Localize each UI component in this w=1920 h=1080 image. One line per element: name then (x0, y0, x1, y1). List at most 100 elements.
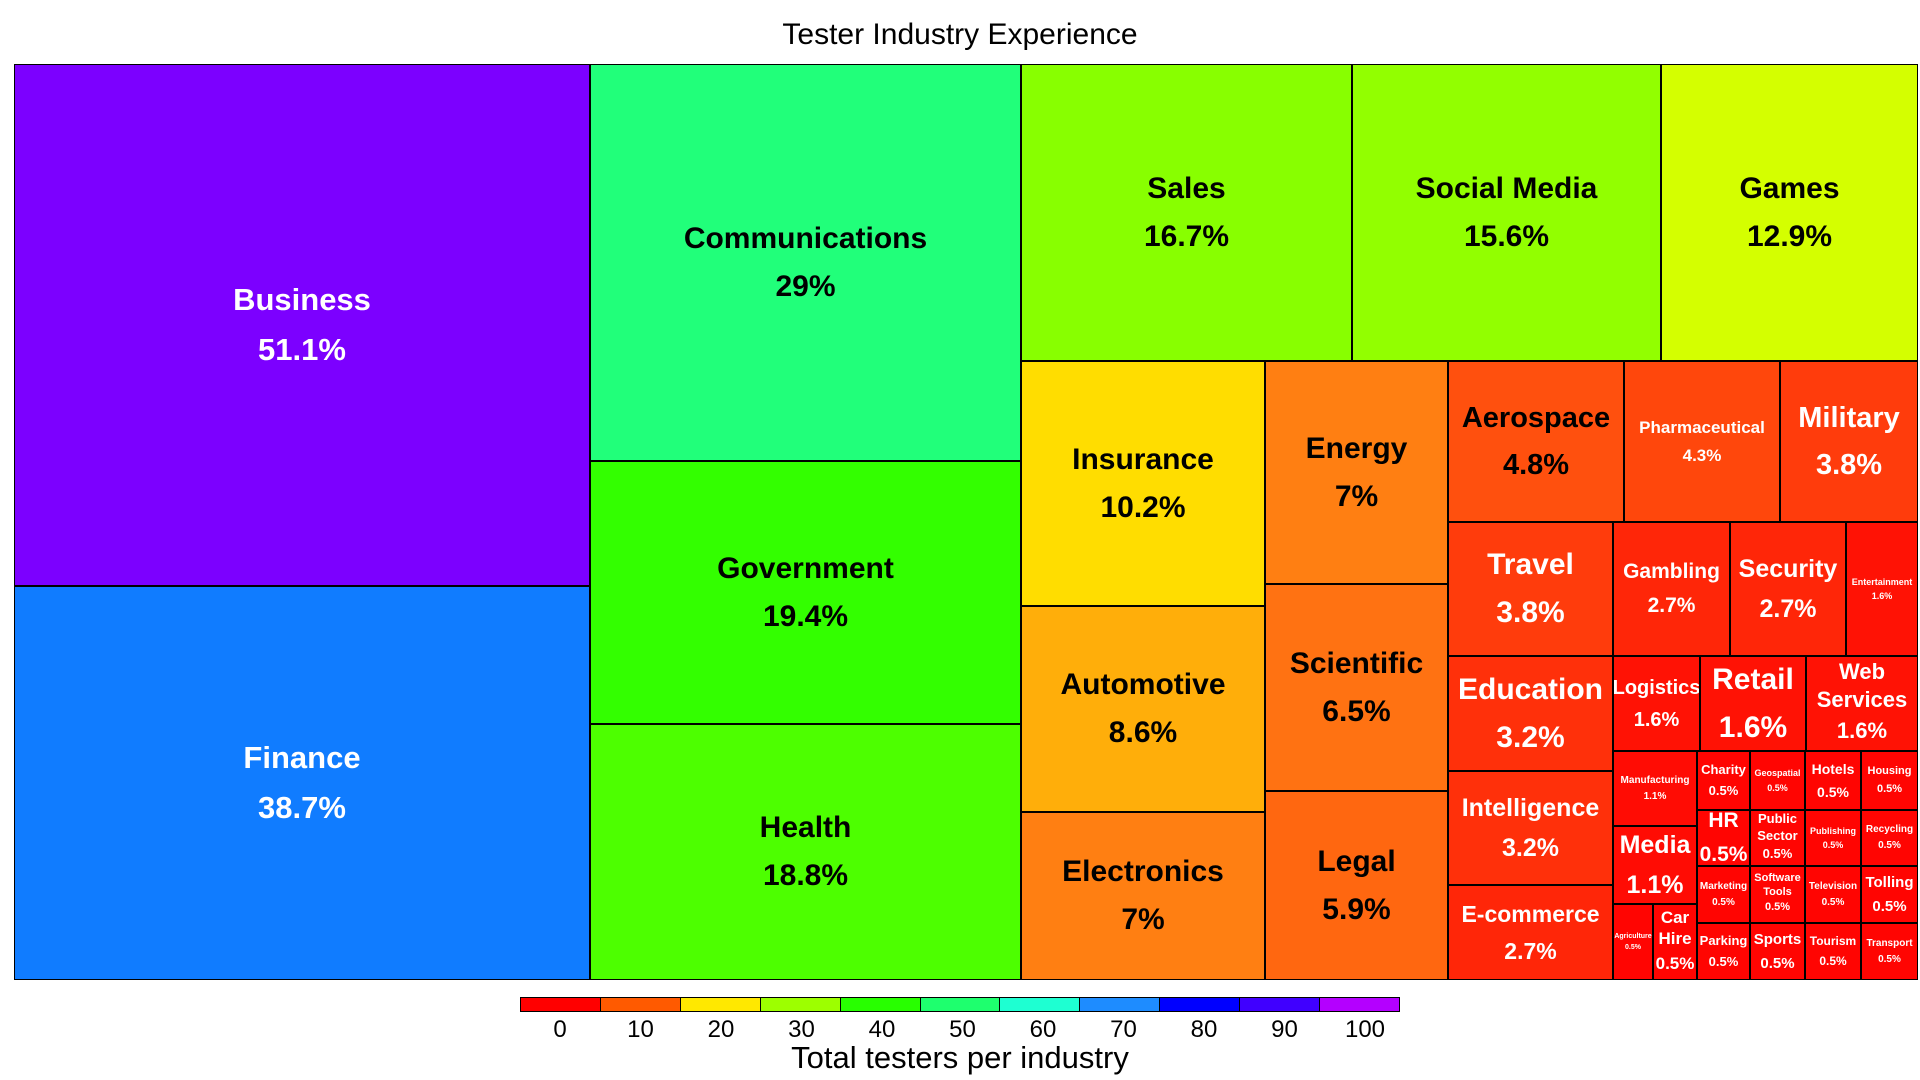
tile-value: 2.7% (1504, 937, 1557, 964)
tile-value: 12.9% (1746, 219, 1833, 253)
tile-value: 19.4% (762, 599, 849, 633)
tile-value: 0.5% (1762, 845, 1793, 861)
colorbar (520, 997, 1400, 1012)
tile-public-sector: Public Sector 0.5% (1750, 810, 1805, 866)
colorbar-segment (1240, 998, 1321, 1011)
tile-automotive: Automotive 8.6% (1021, 606, 1265, 812)
tile-value: 0.5% (1872, 897, 1907, 915)
tile-name: Agriculture (1614, 932, 1652, 940)
tile-value: 38.7% (258, 790, 346, 825)
colorbar-tick-label: 30 (788, 1016, 815, 1043)
tile-name: Housing (1867, 764, 1912, 777)
tile-name: Health (759, 811, 852, 844)
tile-name: Software Tools (1754, 871, 1801, 898)
tile-name: Government (717, 551, 894, 585)
tile-name: Insurance (1072, 442, 1214, 476)
tile-name: Travel (1487, 548, 1574, 581)
tile-value: 8.6% (1108, 716, 1178, 749)
tile-name: Games (1739, 171, 1840, 205)
tile-geospatial: Geospatial 0.5% (1750, 751, 1805, 810)
tile-name: Tourism (1809, 934, 1857, 949)
tile-value: 5.9% (1322, 892, 1391, 926)
tile-sports: Sports 0.5% (1750, 923, 1805, 980)
colorbar-segment (920, 998, 1001, 1011)
tile-name: Communications (683, 221, 928, 255)
tile-value: 6.5% (1322, 694, 1391, 728)
tile-value: 0.5% (1878, 840, 1901, 851)
tile-value: 3.2% (1502, 834, 1559, 862)
tile-manufacturing: Manufacturing 1.1% (1613, 751, 1697, 826)
tile-security: Security 2.7% (1730, 522, 1846, 656)
tile-social-media: Social Media 15.6% (1352, 64, 1661, 361)
tile-aerospace: Aerospace 4.8% (1448, 361, 1624, 522)
tile-business: Business 51.1% (14, 64, 590, 586)
colorbar-segment (1080, 998, 1161, 1011)
tile-name: Television (1808, 880, 1858, 892)
tile-parking: Parking 0.5% (1697, 923, 1750, 980)
chart-title: Tester Industry Experience (782, 18, 1138, 51)
tile-name: Public Sector (1757, 811, 1798, 843)
tile-government: Government 19.4% (590, 461, 1021, 724)
tile-value: 1.1% (1643, 790, 1667, 802)
tile-name: Manufacturing (1620, 774, 1690, 786)
tile-name: Web Services (1816, 659, 1908, 712)
tile-travel: Travel 3.8% (1448, 522, 1613, 656)
tile-health: Health 18.8% (590, 724, 1021, 980)
colorbar-tick-label: 40 (868, 1016, 896, 1043)
tile-value: 1.6% (1836, 718, 1888, 744)
tile-name: Marketing (1699, 880, 1748, 892)
tile-name: Hotels (1811, 761, 1855, 778)
tile-name: Logistics (1613, 676, 1700, 699)
tile-value: 18.8% (762, 859, 849, 892)
tile-e-commerce: E-commerce 2.7% (1448, 885, 1613, 980)
tile-entertainment: Entertainment 1.6% (1846, 522, 1918, 656)
tile-value: 0.5% (1699, 843, 1748, 866)
colorbar-tick-label: 70 (1110, 1016, 1137, 1043)
tile-name: Charity (1701, 761, 1746, 777)
colorbar-ticks: 0 10 20 30 40 50 60 70 80 90 100 (0, 1016, 1920, 1046)
tile-name: Publishing (1810, 825, 1856, 836)
tile-car-hire: Car Hire 0.5% (1653, 904, 1697, 980)
tile-scientific: Scientific 6.5% (1265, 584, 1448, 791)
colorbar-segment (840, 998, 921, 1011)
tile-name: E-commerce (1461, 900, 1600, 927)
tile-value: 4.3% (1682, 445, 1722, 465)
tile-value: 1.6% (1633, 708, 1680, 731)
tile-value: 29% (775, 269, 836, 303)
colorbar-tick-label: 20 (707, 1016, 735, 1043)
tile-name: Parking (1699, 932, 1748, 948)
tile-name: Automotive (1060, 668, 1226, 701)
colorbar-tick-label: 10 (627, 1016, 654, 1043)
tile-name: Finance (243, 740, 361, 776)
tile-value: 0.5% (1708, 953, 1739, 969)
tile-name: Pharmaceutical (1639, 418, 1765, 438)
tile-name: Retail (1712, 662, 1794, 696)
tile-gambling: Gambling 2.7% (1613, 522, 1730, 656)
tile-insurance: Insurance 10.2% (1021, 361, 1265, 606)
tile-name: Sales (1147, 171, 1226, 205)
tile-tourism: Tourism 0.5% (1805, 923, 1861, 980)
tile-media: Media 1.1% (1613, 826, 1697, 904)
colorbar-tick-label: 0 (553, 1016, 567, 1043)
tile-military: Military 3.8% (1780, 361, 1918, 522)
colorbar-segment (1000, 998, 1081, 1011)
colorbar-segment (600, 998, 681, 1011)
tile-name: Geospatial (1754, 768, 1801, 779)
tile-recycling: Recycling 0.5% (1861, 810, 1918, 866)
tile-tolling: Tolling 0.5% (1861, 866, 1918, 923)
tile-value: 0.5% (1767, 782, 1788, 793)
tile-value: 51.1% (258, 332, 346, 367)
colorbar-label: Total testers per industry (791, 1040, 1129, 1075)
tile-value: 16.7% (1143, 219, 1230, 253)
tile-name: HR (1708, 810, 1739, 833)
tile-communications: Communications 29% (590, 64, 1021, 461)
tile-value: 0.5% (1821, 896, 1845, 908)
tile-value: 0.5% (1760, 954, 1795, 972)
tile-value: 0.5% (1712, 896, 1735, 908)
colorbar-tick-label: 90 (1271, 1016, 1298, 1043)
tile-television: Television 0.5% (1805, 866, 1861, 923)
tile-marketing: Marketing 0.5% (1697, 866, 1750, 923)
tile-name: Media (1619, 831, 1691, 859)
tile-transport: Transport 0.5% (1861, 923, 1918, 980)
